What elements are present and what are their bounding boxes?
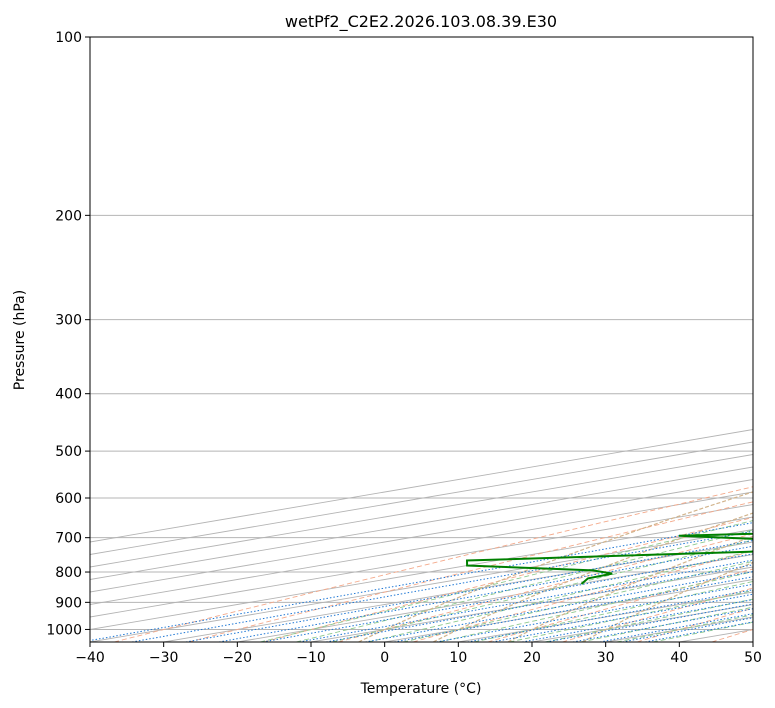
isotherm-line xyxy=(90,454,753,568)
moist-adiabat-line xyxy=(544,598,753,642)
y-axis-label: Pressure (hPa) xyxy=(12,290,28,390)
dry-adiabat-line xyxy=(338,533,753,642)
x-tick-label: 10 xyxy=(449,650,467,666)
y-tick-label: 500 xyxy=(55,444,82,460)
isotherm-line xyxy=(90,504,753,618)
y-tick-label: 900 xyxy=(55,595,82,611)
moist-adiabat-line xyxy=(260,520,753,642)
theta-e-line xyxy=(507,535,753,642)
moist-adiabat-line xyxy=(438,571,753,642)
x-tick-label: 30 xyxy=(597,650,615,666)
x-tick-label: 20 xyxy=(523,650,541,666)
x-tick-label: −30 xyxy=(149,650,179,666)
isotherm-line xyxy=(90,441,753,555)
mixing-ratio-line xyxy=(492,593,753,642)
x-tick-label: 0 xyxy=(380,650,389,666)
mixing-ratio-line xyxy=(436,583,753,642)
isotherm-line xyxy=(90,429,753,543)
x-axis-label: Temperature (°C) xyxy=(360,681,482,697)
y-tick-label: 600 xyxy=(55,491,82,507)
mixing-ratio-line xyxy=(185,539,753,642)
mixing-ratio-line xyxy=(262,553,753,642)
dry-adiabat-line xyxy=(562,587,753,642)
x-tick-label: 50 xyxy=(744,650,762,666)
x-tick-label: −20 xyxy=(223,650,253,666)
dry-adiabat-line xyxy=(113,486,753,642)
dry-adiabat-line xyxy=(412,550,753,642)
theta-e-line xyxy=(582,561,753,642)
y-tick-label: 800 xyxy=(55,565,82,581)
mixing-ratio-line xyxy=(522,599,753,642)
chart-title: wetPf2_C2E2.2026.103.08.39.E30 xyxy=(285,12,557,32)
mixing-ratio-line xyxy=(546,603,753,642)
isotherm-line xyxy=(90,529,753,642)
moist-adiabat-line xyxy=(296,529,753,642)
x-tick-label: −40 xyxy=(75,650,105,666)
x-tick-label: −10 xyxy=(296,650,326,666)
dry-adiabat-line xyxy=(188,501,753,642)
isotherm-line xyxy=(90,491,753,605)
y-tick-label: 400 xyxy=(55,387,82,403)
y-tick-label: 200 xyxy=(55,208,82,224)
x-tick-label: 40 xyxy=(670,650,688,666)
y-tick-label: 700 xyxy=(55,531,82,547)
mixing-ratio-line xyxy=(90,522,753,642)
mixing-ratio-line xyxy=(218,545,753,642)
plot-frame xyxy=(89,36,754,643)
moist-adiabat-line xyxy=(509,590,753,642)
y-tick-label: 100 xyxy=(55,30,82,46)
theta-e-line xyxy=(432,512,753,642)
axis-ticks: −40 −30 −20 −10 0 10 20 30 40 50 100 200 300 400 500 60… xyxy=(46,30,762,666)
y-tick-label: 300 xyxy=(55,313,82,329)
isotherm-line xyxy=(90,516,753,630)
mixing-ratio-line xyxy=(467,589,753,642)
isotherm-line xyxy=(90,466,753,580)
moist-adiabat-line xyxy=(367,550,753,642)
y-tick-label: 1000 xyxy=(46,622,82,638)
theta-e-line xyxy=(358,491,753,642)
mixing-ratio-line xyxy=(131,530,753,642)
isotherm-line xyxy=(90,479,753,593)
plot-area xyxy=(90,37,753,642)
